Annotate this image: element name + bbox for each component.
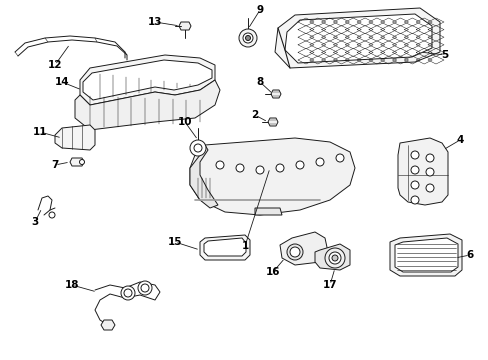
Circle shape bbox=[194, 144, 202, 152]
Circle shape bbox=[410, 151, 418, 159]
Polygon shape bbox=[200, 235, 249, 260]
Text: 15: 15 bbox=[167, 237, 182, 247]
Polygon shape bbox=[190, 138, 354, 215]
Polygon shape bbox=[285, 14, 431, 63]
Circle shape bbox=[243, 33, 252, 43]
Circle shape bbox=[141, 284, 149, 292]
Polygon shape bbox=[190, 145, 218, 208]
Circle shape bbox=[256, 166, 264, 174]
Circle shape bbox=[216, 161, 224, 169]
Circle shape bbox=[239, 29, 257, 47]
Polygon shape bbox=[389, 234, 461, 276]
Text: 14: 14 bbox=[55, 77, 69, 87]
Text: 18: 18 bbox=[64, 280, 79, 290]
Polygon shape bbox=[280, 232, 327, 265]
Circle shape bbox=[289, 247, 299, 257]
Polygon shape bbox=[83, 60, 212, 100]
Circle shape bbox=[138, 281, 152, 295]
Text: 8: 8 bbox=[256, 77, 263, 87]
Polygon shape bbox=[397, 138, 447, 205]
Polygon shape bbox=[80, 55, 215, 105]
Text: 17: 17 bbox=[322, 280, 337, 290]
Text: 11: 11 bbox=[33, 127, 47, 137]
Polygon shape bbox=[101, 320, 115, 330]
Polygon shape bbox=[274, 8, 439, 68]
Text: 5: 5 bbox=[441, 50, 447, 60]
Polygon shape bbox=[203, 238, 245, 256]
Polygon shape bbox=[55, 125, 95, 150]
Text: 3: 3 bbox=[31, 217, 39, 227]
Circle shape bbox=[80, 159, 84, 165]
Circle shape bbox=[335, 154, 343, 162]
Circle shape bbox=[49, 212, 55, 218]
Polygon shape bbox=[270, 90, 281, 98]
Text: 12: 12 bbox=[48, 60, 62, 70]
Polygon shape bbox=[267, 118, 278, 126]
Text: 16: 16 bbox=[265, 267, 280, 277]
Polygon shape bbox=[254, 208, 282, 215]
Text: 6: 6 bbox=[466, 250, 473, 260]
Text: 9: 9 bbox=[256, 5, 263, 15]
Polygon shape bbox=[314, 244, 349, 270]
Text: 1: 1 bbox=[241, 241, 248, 251]
Circle shape bbox=[328, 252, 340, 264]
Text: 10: 10 bbox=[177, 117, 192, 127]
Polygon shape bbox=[70, 158, 84, 166]
Circle shape bbox=[425, 168, 433, 176]
Text: 13: 13 bbox=[147, 17, 162, 27]
Circle shape bbox=[295, 161, 304, 169]
Circle shape bbox=[236, 164, 244, 172]
Text: 2: 2 bbox=[251, 110, 258, 120]
Polygon shape bbox=[394, 238, 457, 272]
Circle shape bbox=[410, 166, 418, 174]
Circle shape bbox=[331, 255, 337, 261]
Circle shape bbox=[121, 286, 135, 300]
Polygon shape bbox=[75, 80, 220, 130]
Circle shape bbox=[315, 158, 324, 166]
Circle shape bbox=[190, 140, 205, 156]
Circle shape bbox=[425, 154, 433, 162]
Circle shape bbox=[286, 244, 303, 260]
Circle shape bbox=[410, 181, 418, 189]
Circle shape bbox=[275, 164, 284, 172]
Polygon shape bbox=[179, 22, 191, 30]
Circle shape bbox=[410, 196, 418, 204]
Circle shape bbox=[245, 36, 250, 41]
Circle shape bbox=[325, 248, 345, 268]
Text: 4: 4 bbox=[455, 135, 463, 145]
Circle shape bbox=[124, 289, 132, 297]
Text: 7: 7 bbox=[51, 160, 59, 170]
Circle shape bbox=[425, 184, 433, 192]
